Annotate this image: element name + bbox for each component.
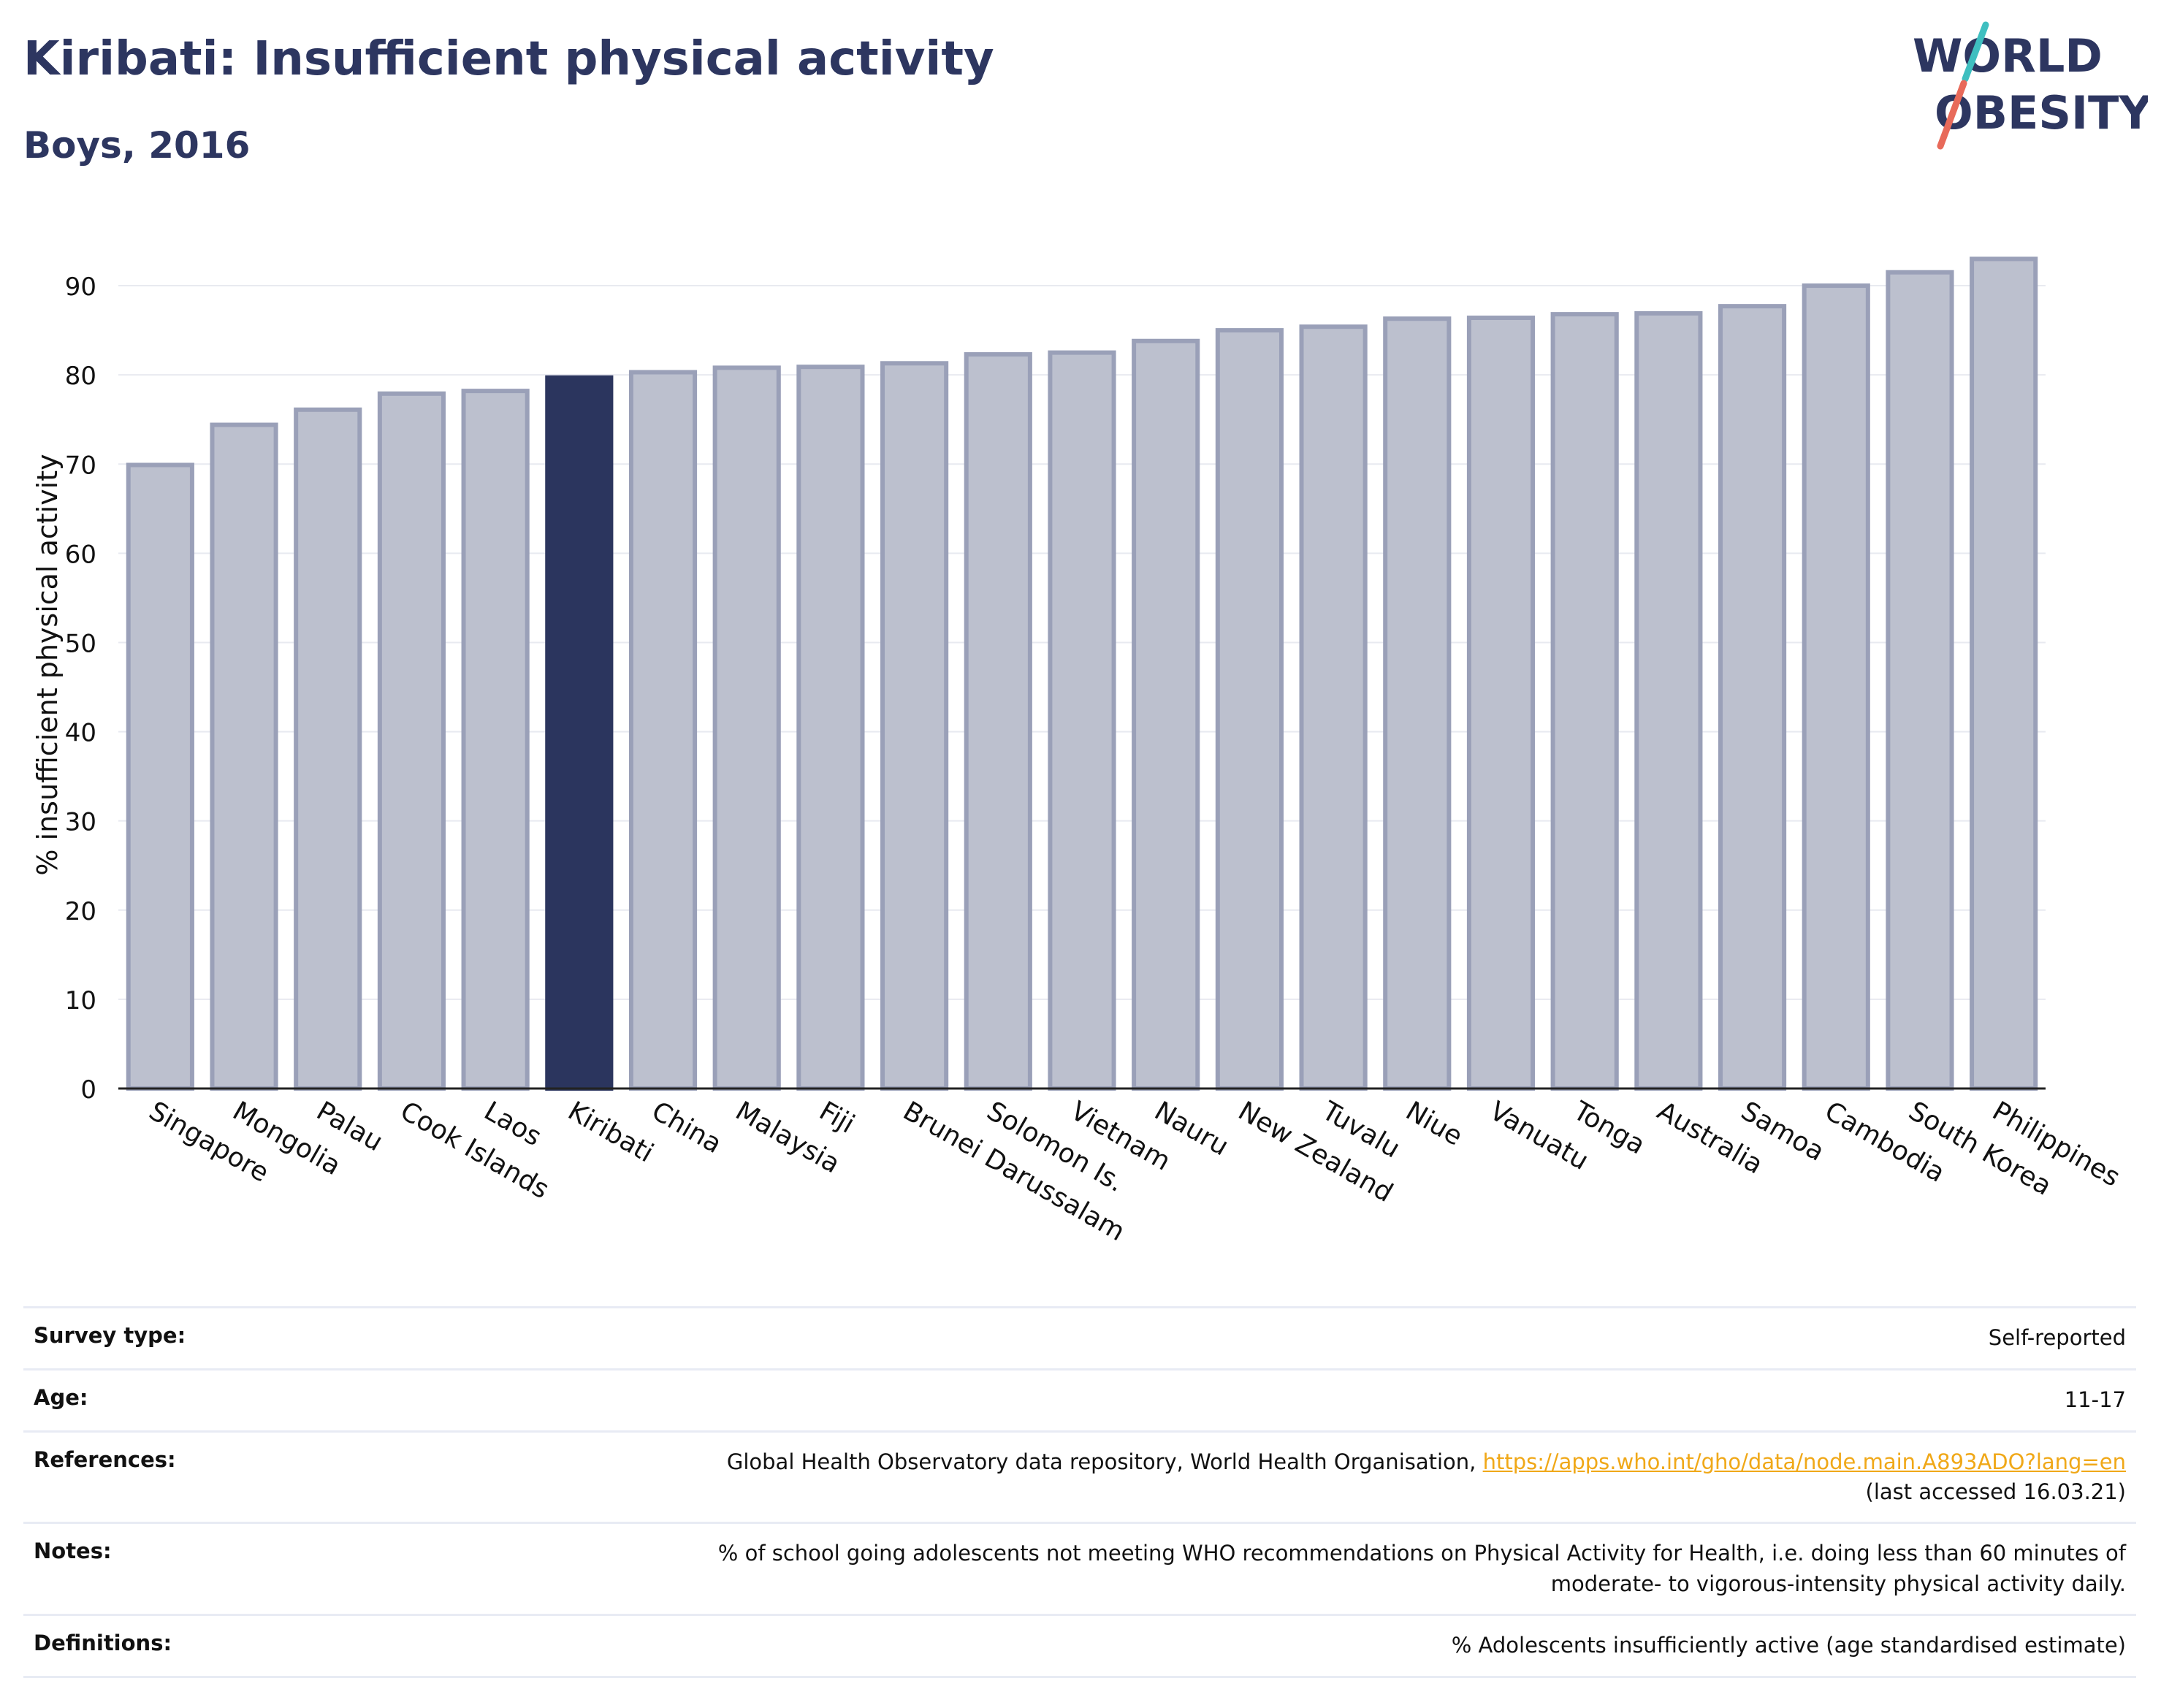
page-subtitle: Boys, 2016 [23, 124, 251, 167]
age-value: 11-17 [2064, 1387, 2126, 1412]
logo-line1: WORLD [1913, 29, 2103, 83]
bar [1550, 312, 1619, 1091]
y-tick-label: 40 [65, 719, 96, 748]
logo-line2: OBESITY [1935, 86, 2148, 140]
references-label: References: [34, 1447, 176, 1472]
bar [1634, 310, 1703, 1091]
x-tick-label: China [647, 1096, 727, 1159]
survey-label: Survey type: [34, 1323, 186, 1348]
y-tick-label: 90 [65, 272, 96, 302]
bar [1886, 270, 1954, 1091]
info-table: Survey type: Self-reported Age: 11-17 Re… [23, 1306, 2136, 1678]
bar [1215, 328, 1284, 1091]
bar [1383, 316, 1452, 1091]
x-tick-label: Kiribati [563, 1096, 658, 1168]
bar [1132, 338, 1200, 1091]
y-tick-label: 0 [80, 1075, 96, 1105]
logo-slash-bottom [1937, 80, 1967, 150]
bars [126, 256, 2038, 1091]
references-text: Global Health Observatory data repositor… [726, 1449, 1483, 1474]
bar [1970, 256, 2038, 1091]
references-link[interactable]: https://apps.who.int/gho/data/node.main.… [1482, 1449, 2126, 1474]
bar [377, 391, 446, 1091]
page-title: Kiribati: Insufficient physical activity [23, 32, 994, 86]
bar [1299, 324, 1368, 1091]
bar [1802, 283, 1870, 1091]
bar [1048, 350, 1116, 1091]
y-tick-label: 20 [65, 897, 96, 926]
bar [1718, 304, 1787, 1091]
bar [1466, 316, 1536, 1091]
info-row-survey: Survey type: Self-reported [23, 1306, 2136, 1368]
definitions-value: % Adolescents insufficiently active (age… [1451, 1632, 2126, 1658]
references-value: Global Health Observatory data repositor… [727, 1447, 2126, 1507]
y-tick-label: 60 [65, 540, 96, 569]
bar [964, 352, 1032, 1091]
age-label: Age: [34, 1385, 88, 1410]
y-tick-label: 50 [65, 629, 96, 658]
bar [294, 407, 362, 1091]
info-row-definitions: Definitions: % Adolescents insufficientl… [23, 1613, 2136, 1678]
y-axis-label: % insufficient physical activity [31, 454, 64, 875]
survey-value: Self-reported [1988, 1325, 2126, 1350]
bar [210, 422, 278, 1091]
y-tick-label: 70 [65, 451, 96, 480]
bar-chart: 0102030405060708090SingaporeMongoliaPala… [31, 256, 2125, 1247]
y-tick-label: 30 [65, 808, 96, 837]
x-tick-label: Niue [1400, 1096, 1467, 1151]
references-accessed: (last accessed 16.03.21) [1865, 1479, 2126, 1505]
info-row-references: References: Global Health Observatory da… [23, 1430, 2136, 1522]
info-row-notes: Notes: % of school going adolescents not… [23, 1522, 2136, 1613]
logo-slash-top [1962, 21, 1989, 83]
bar [796, 365, 865, 1091]
definitions-label: Definitions: [34, 1630, 172, 1655]
info-row-age: Age: 11-17 [23, 1368, 2136, 1430]
bar [461, 389, 530, 1091]
bar [712, 365, 781, 1091]
world-obesity-logo: WORLD OBESITY [1913, 21, 2148, 150]
x-tick-label: Fiji [814, 1096, 859, 1140]
bar [880, 361, 949, 1091]
notes-label: Notes: [34, 1539, 112, 1564]
bar [126, 462, 194, 1091]
y-tick-label: 80 [65, 362, 96, 391]
y-tick-label: 10 [65, 986, 96, 1015]
bar [628, 370, 698, 1091]
bar-highlight-kiribati [545, 375, 614, 1091]
notes-value: % of school going adolescents not meetin… [717, 1541, 2126, 1596]
